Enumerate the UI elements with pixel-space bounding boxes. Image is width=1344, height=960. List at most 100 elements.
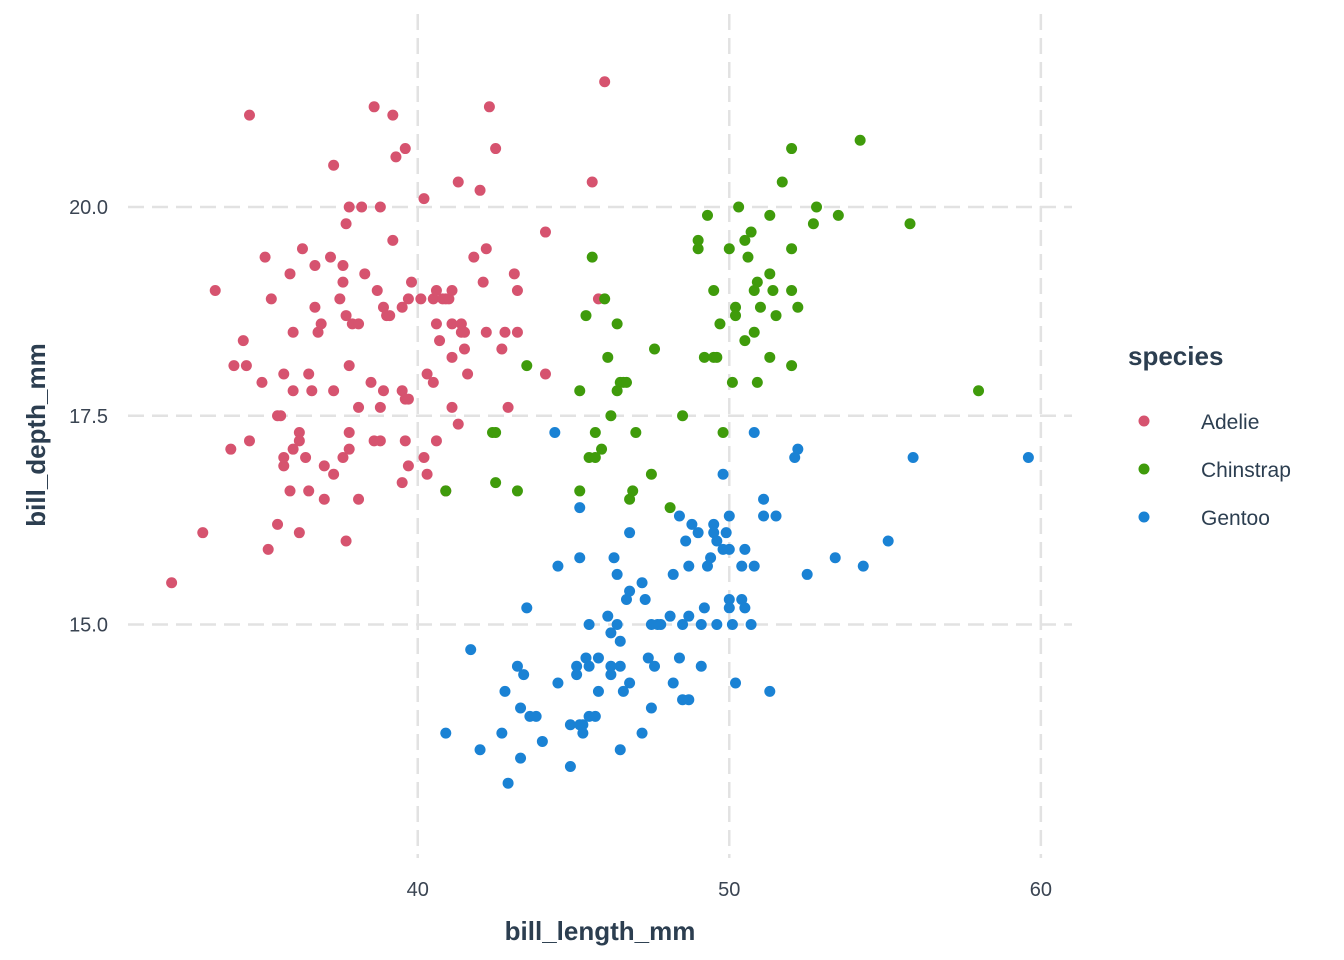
data-point <box>605 669 617 681</box>
data-point <box>278 452 290 464</box>
data-point <box>583 619 595 631</box>
data-point <box>639 593 651 605</box>
data-point <box>244 435 256 447</box>
data-point <box>758 510 770 522</box>
data-point <box>502 777 514 789</box>
data-point <box>458 326 470 338</box>
data-point <box>692 243 704 255</box>
data-point <box>596 443 608 455</box>
data-point <box>630 426 642 438</box>
data-point <box>829 552 841 564</box>
data-point <box>259 251 271 263</box>
data-point <box>340 310 352 322</box>
data-point <box>711 535 723 547</box>
data-point <box>287 385 299 397</box>
data-point <box>605 660 617 672</box>
y-tick-label: 15.0 <box>69 615 108 637</box>
data-point <box>293 435 305 447</box>
data-point <box>695 619 707 631</box>
data-point <box>521 602 533 614</box>
data-point <box>318 493 330 505</box>
y-tick-label: 20.0 <box>69 197 108 219</box>
data-point <box>627 485 639 497</box>
data-point <box>611 385 623 397</box>
data-point <box>739 543 751 555</box>
data-point <box>197 527 209 539</box>
data-point <box>499 685 511 697</box>
data-point <box>605 410 617 422</box>
data-point <box>723 510 735 522</box>
data-point <box>402 393 414 405</box>
data-point <box>776 176 788 188</box>
data-point <box>882 535 894 547</box>
data-point <box>739 335 751 347</box>
data-point <box>284 268 296 280</box>
data-point <box>614 660 626 672</box>
legend-key <box>1138 511 1150 523</box>
data-point <box>293 426 305 438</box>
data-point <box>655 619 667 631</box>
data-point <box>278 460 290 472</box>
data-point <box>293 527 305 539</box>
data-point <box>608 552 620 564</box>
data-point <box>786 143 798 155</box>
data-point <box>726 376 738 388</box>
data-point <box>462 368 474 380</box>
data-point <box>418 452 430 464</box>
data-point <box>748 285 760 297</box>
data-point <box>754 301 766 313</box>
data-point <box>736 560 748 572</box>
data-point <box>262 543 274 555</box>
data-point <box>617 685 629 697</box>
data-point <box>452 418 464 430</box>
data-point <box>474 744 486 756</box>
data-point <box>511 326 523 338</box>
data-point <box>399 143 411 155</box>
data-point <box>446 351 458 363</box>
data-point <box>636 577 648 589</box>
data-point <box>496 727 508 739</box>
data-point <box>539 226 551 238</box>
x-tick-label: 50 <box>718 879 740 901</box>
data-point <box>614 635 626 647</box>
data-point <box>228 360 240 372</box>
legend: species Adelie Chinstrap Gentoo <box>1128 341 1291 530</box>
data-point <box>312 326 324 338</box>
data-point <box>328 468 340 480</box>
data-point <box>387 234 399 246</box>
data-point <box>764 685 776 697</box>
data-point <box>446 401 458 413</box>
data-point <box>209 285 221 297</box>
data-point <box>832 209 844 221</box>
data-point <box>421 368 433 380</box>
data-point <box>673 652 685 664</box>
data-point <box>786 285 798 297</box>
series-gentoo <box>440 426 1034 789</box>
data-point <box>402 460 414 472</box>
y-tick-label: 17.5 <box>69 406 108 428</box>
data-point <box>708 285 720 297</box>
data-point <box>434 335 446 347</box>
data-point <box>309 301 321 313</box>
data-point <box>589 426 601 438</box>
data-point <box>602 610 614 622</box>
y-axis-title: bill_depth_mm <box>21 343 51 526</box>
data-point <box>730 310 742 322</box>
data-point <box>583 660 595 672</box>
data-point <box>683 610 695 622</box>
data-point <box>515 752 527 764</box>
data-point <box>614 744 626 756</box>
data-point <box>792 443 804 455</box>
data-point <box>377 385 389 397</box>
data-point <box>580 310 592 322</box>
data-point <box>599 76 611 88</box>
data-point <box>343 443 355 455</box>
data-point <box>427 376 439 388</box>
data-point <box>733 201 745 213</box>
data-point <box>673 510 685 522</box>
data-point <box>337 259 349 271</box>
data-point <box>490 477 502 489</box>
data-point <box>730 677 742 689</box>
data-point <box>406 276 418 288</box>
data-point <box>418 193 430 205</box>
